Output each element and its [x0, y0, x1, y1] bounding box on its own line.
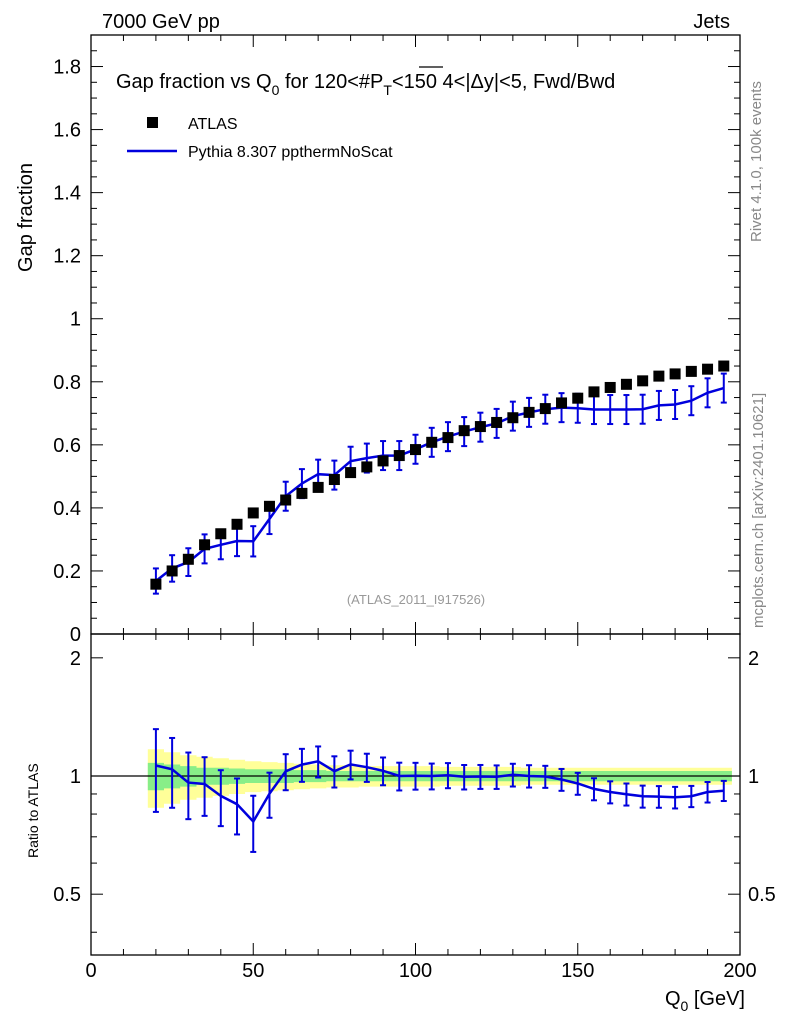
- y-tick-label: 1.4: [53, 183, 81, 205]
- legend-pythia-label: Pythia 8.307 ppthermNoScat: [188, 144, 393, 161]
- y-tick-label: 1: [70, 309, 81, 331]
- ratio-y-axis-label: Ratio to ATLAS: [25, 763, 41, 858]
- energy-label: 7000 GeV pp: [102, 11, 220, 33]
- rivet-info: Rivet 4.1.0, 100k events: [748, 81, 765, 242]
- atlas-data-point: [328, 474, 340, 486]
- atlas-data-point: [702, 363, 714, 375]
- atlas-data-point: [685, 365, 697, 377]
- ratio-tick-label-right: 2: [748, 648, 759, 670]
- atlas-data-point: [280, 494, 292, 506]
- y-tick-label: 1.8: [53, 57, 81, 79]
- main-layer: [150, 360, 730, 595]
- atlas-data-point: [718, 360, 730, 372]
- y-tick-label: 0.8: [53, 372, 81, 394]
- legend: ATLAS Pythia 8.307 ppthermNoScat: [127, 116, 393, 161]
- y-tick-label: 0.4: [53, 498, 81, 520]
- mc-line: [155, 386, 725, 582]
- ratio-tick-label-right: 0.5: [748, 884, 776, 906]
- mcplots-info: mcplots.cern.ch [arXiv:2401.10621]: [750, 393, 767, 628]
- y-tick-label: 1.6: [53, 120, 81, 142]
- atlas-data-point: [166, 565, 178, 577]
- atlas-data-point: [263, 500, 275, 512]
- atlas-data-point: [296, 487, 308, 499]
- atlas-data-point: [669, 368, 681, 380]
- atlas-data-point: [393, 450, 405, 462]
- atlas-data-point: [426, 436, 438, 448]
- atlas-data-point: [361, 461, 373, 473]
- atlas-data-point: [620, 378, 632, 390]
- x-tick-label: 50: [242, 960, 264, 982]
- x-tick-label: 0: [85, 960, 96, 982]
- legend-atlas-label: ATLAS: [188, 116, 238, 133]
- atlas-data-point: [182, 553, 194, 565]
- atlas-data-point: [588, 386, 600, 398]
- atlas-data-point: [556, 397, 568, 409]
- atlas-data-point: [637, 375, 649, 387]
- ratio-tick-label-left: 2: [70, 648, 81, 670]
- category-label: Jets: [693, 11, 730, 33]
- atlas-data-point: [474, 421, 486, 433]
- y-tick-label: 0: [70, 624, 81, 646]
- ratio-mc-line: [155, 759, 724, 824]
- x-tick-label: 200: [723, 960, 756, 982]
- ratio-layer: [91, 728, 740, 853]
- atlas-data-point: [491, 416, 503, 428]
- ratio-tick-label-right: 1: [748, 766, 759, 788]
- atlas-data-point: [539, 403, 551, 415]
- atlas-data-point: [312, 481, 324, 493]
- atlas-data-point: [442, 432, 454, 444]
- atlas-data-point: [410, 444, 421, 456]
- atlas-data-point: [150, 578, 162, 590]
- atlas-data-point: [653, 370, 665, 382]
- atlas-data-point: [523, 406, 535, 418]
- plot-title: Gap fraction vs Q0 for 120<#PT<150 4<|Δy…: [116, 71, 615, 98]
- atlas-data-point: [377, 455, 389, 467]
- y-tick-label: 1.2: [53, 246, 81, 268]
- y-tick-label: 0.2: [53, 561, 81, 583]
- atlas-data-point: [215, 528, 227, 540]
- atlas-data-point: [507, 412, 519, 424]
- x-axis-label: Q0 [GeV]: [665, 988, 745, 1014]
- y-tick-label: 0.6: [53, 435, 81, 457]
- legend-atlas-marker: [147, 117, 158, 128]
- atlas-data-point: [604, 381, 616, 393]
- x-tick-label: 150: [561, 960, 594, 982]
- axes-layer: 0 50 100 150 200 0 0.2 0.4 0.6 0.8 1 1.2 1.4 1.6 1.8 0.…: [53, 34, 776, 982]
- analysis-tag: (ATLAS_2011_I917526): [347, 592, 485, 607]
- ratio-tick-label-left: 0.5: [53, 884, 81, 906]
- atlas-data-point: [345, 467, 357, 479]
- atlas-data-point: [247, 507, 259, 519]
- atlas-data-point: [231, 518, 243, 530]
- atlas-data-point: [199, 539, 211, 551]
- atlas-data-point: [572, 392, 584, 404]
- y-axis-label: Gap fraction: [15, 163, 37, 272]
- ratio-tick-label-left: 1: [70, 766, 81, 788]
- x-tick-label: 100: [399, 960, 432, 982]
- atlas-data-point: [458, 425, 470, 437]
